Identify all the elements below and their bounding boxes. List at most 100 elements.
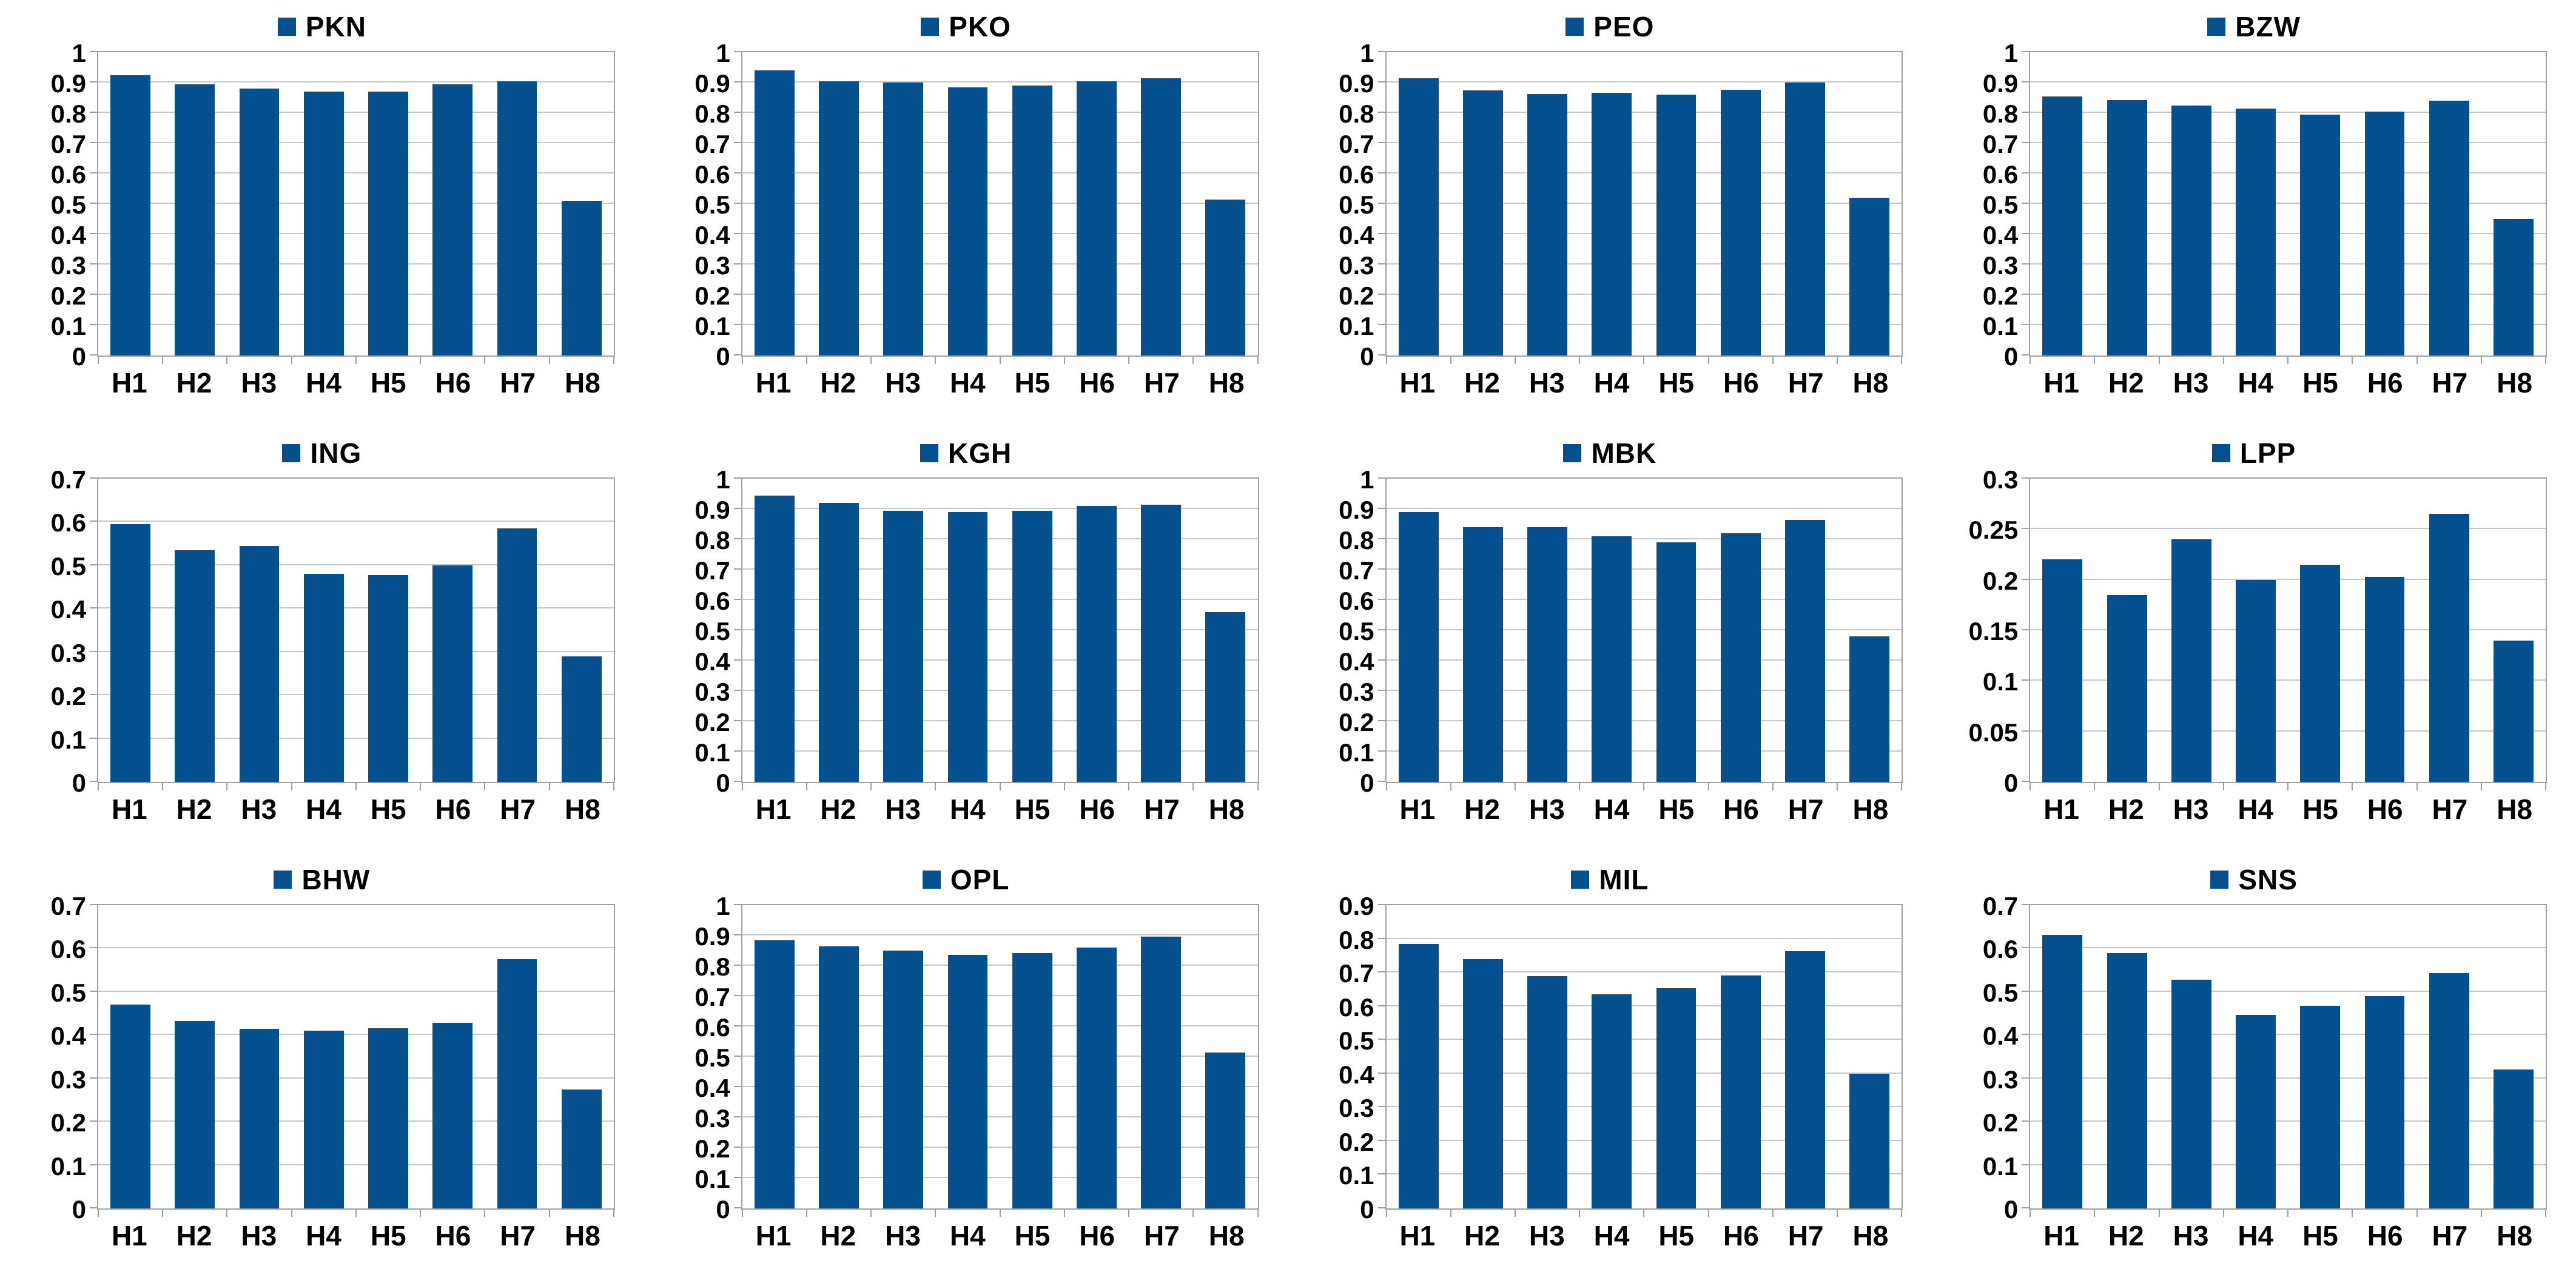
y-axis-tick-label: 0 [72, 769, 86, 797]
y-axis-tick-label: 0.4 [1339, 647, 1374, 676]
chart-body: 1 0.9 0.8 0.7 0.6 0.5 0.4 0.3 0.2 0.1 0 H1 H2 H3 H4 H5 H… [1288, 467, 1932, 826]
y-axis-tick-label: 0.2 [1339, 1127, 1374, 1156]
y-axis-tick [90, 1034, 98, 1036]
plot-area [2022, 477, 2547, 790]
bars-container [98, 905, 614, 1208]
legend-marker-icon [2211, 444, 2230, 462]
x-axis-tick-label: H3 [2173, 367, 2209, 399]
y-axis-tick-label: 0.6 [1982, 935, 2019, 964]
bar-h3 [2171, 105, 2211, 355]
bar-slot [1773, 479, 1837, 782]
y-axis-tick-label: 0 [716, 769, 730, 797]
x-axis-tick [613, 355, 614, 364]
bar-h1 [1398, 512, 1439, 782]
y-axis-tick-label: 0.7 [1339, 556, 1374, 585]
bar-h2 [819, 946, 859, 1208]
bar-slot [1451, 479, 1515, 782]
chart-panel-peo: PEO 1 0.9 0.8 0.7 0.6 0.5 0.4 0.3 0.2 0.1 0 H1 H2 H3 H4… [1288, 0, 1932, 426]
gridline [98, 294, 614, 295]
x-axis-tick-label: H4 [306, 1220, 341, 1251]
bar-h5 [2300, 564, 2341, 782]
bar-h2 [2107, 100, 2147, 355]
x-axis-tick-label: H8 [564, 367, 600, 399]
y-axis-tick [90, 477, 98, 479]
y-axis-tick [733, 1025, 742, 1026]
y-axis-tick [90, 354, 98, 355]
gridline [1386, 203, 1902, 204]
bar-slot [742, 905, 807, 1208]
y-axis: 0.3 0.25 0.2 0.15 0.1 0.05 0 [1932, 467, 2029, 796]
y-axis-tick [1377, 508, 1387, 509]
bar-slot [1837, 905, 1902, 1208]
y-axis-tick [2022, 1120, 2031, 1122]
gridline [98, 172, 614, 173]
x-axis-tick-label: H5 [1658, 1220, 1695, 1251]
y-axis-tick-label: 0 [2003, 1195, 2019, 1224]
x-axis-tick [2287, 1208, 2289, 1217]
x-axis-tick [741, 355, 743, 364]
x-axis-tick-label: H7 [1787, 793, 1824, 825]
y-axis-tick-label: 0.3 [694, 678, 730, 706]
plot-area [90, 477, 615, 790]
bars-container [742, 52, 1258, 355]
y-axis-tick-label: 0.6 [694, 160, 730, 189]
bar-h2 [2107, 952, 2147, 1208]
x-axis-labels: H1 H2 H3 H4 H5 H6 H7 H8 [97, 1219, 615, 1252]
y-axis-tick-label: 0.3 [1339, 1094, 1374, 1123]
x-axis-tick [2158, 1208, 2160, 1217]
bar-h1 [110, 524, 151, 782]
y-axis-tick-label: 0.5 [694, 1043, 730, 1072]
y-axis-tick [2022, 233, 2031, 234]
chart-title: PKO [949, 11, 1011, 42]
x-axis-tick-label: H5 [1014, 1220, 1051, 1251]
bar-h3 [239, 545, 280, 782]
x-axis-tick [1579, 1208, 1581, 1217]
x-axis-tick [999, 355, 1001, 364]
bar-h1 [754, 70, 795, 355]
gridline [98, 1034, 614, 1036]
y-axis-tick [1377, 354, 1387, 355]
gridline [742, 142, 1258, 143]
y-axis-tick [90, 564, 98, 565]
y-axis-tick [733, 750, 742, 752]
x-axis-tick-label: H8 [1852, 1220, 1889, 1251]
y-axis-tick [2022, 730, 2031, 732]
gridline [2030, 1034, 2546, 1036]
y-axis-tick [90, 990, 98, 992]
x-axis-tick [1643, 355, 1645, 364]
plot-column: H1 H2 H3 H4 H5 H6 H7 H8 [2022, 904, 2547, 1252]
bar-slot [550, 479, 614, 782]
bar-slot [2159, 479, 2224, 782]
bars-container [742, 905, 1258, 1208]
bar-slot [2417, 52, 2481, 355]
x-axis-tick-label: H2 [1464, 367, 1500, 399]
y-axis-tick-label: 0.7 [694, 556, 730, 585]
bar-slot [1709, 479, 1773, 782]
bar-slot [1064, 479, 1129, 782]
gridline [1386, 538, 1902, 539]
y-axis-tick-label: 0.8 [1339, 925, 1374, 954]
plot-column: H1 H2 H3 H4 H5 H6 H7 H8 [90, 51, 615, 399]
bar-slot [2417, 905, 2481, 1208]
x-axis-tick [1385, 355, 1387, 364]
bars-container [98, 52, 614, 355]
x-axis-tick [1450, 782, 1451, 790]
bar-h4 [303, 92, 344, 355]
gridline [2030, 263, 2546, 264]
y-axis-tick [733, 1116, 742, 1117]
bar-slot [2352, 479, 2416, 782]
legend-marker-icon [2207, 18, 2226, 36]
gridline [742, 934, 1258, 935]
chart-title: BZW [2235, 11, 2301, 42]
y-axis-tick [733, 324, 742, 325]
bar-slot [1837, 479, 1902, 782]
y-axis-tick-label: 0.8 [694, 952, 730, 981]
y-axis-tick [90, 203, 98, 204]
bars-container [742, 479, 1258, 782]
y-axis-tick-label: 0.3 [50, 638, 86, 667]
y-axis-tick-label: 0.5 [1982, 190, 2019, 219]
y-axis: 0.9 0.8 0.7 0.6 0.5 0.4 0.3 0.2 0.1 0 [1288, 894, 1385, 1222]
chart-title: SNS [2238, 864, 2298, 895]
x-axis-tick [2222, 1208, 2224, 1217]
x-axis-tick-label: H2 [1464, 1220, 1500, 1251]
